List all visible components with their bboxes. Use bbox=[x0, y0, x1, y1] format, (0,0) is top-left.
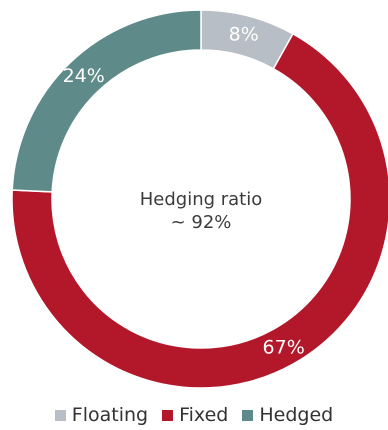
chart-legend: Floating Fixed Hedged bbox=[0, 403, 388, 427]
legend-label-hedged: Hedged bbox=[259, 404, 334, 426]
slice-label-fixed: 67% bbox=[263, 337, 305, 359]
slice-hedged bbox=[11, 9, 202, 193]
legend-item-floating: Floating bbox=[54, 403, 149, 427]
legend-swatch-fixed bbox=[162, 409, 174, 421]
slice-label-hedged: 24% bbox=[63, 65, 105, 87]
legend-label-floating: Floating bbox=[71, 404, 149, 426]
donut-slice-labels: 8% 67% 24% bbox=[63, 23, 305, 358]
legend-label-fixed: Fixed bbox=[179, 404, 229, 426]
legend-item-hedged: Hedged bbox=[242, 403, 333, 427]
slice-fixed bbox=[11, 32, 388, 389]
donut-slices bbox=[11, 9, 388, 389]
legend-swatch-floating bbox=[54, 409, 66, 421]
center-label-value: ~ 92% bbox=[171, 212, 232, 233]
legend-swatch-hedged bbox=[242, 409, 254, 421]
legend-item-fixed: Fixed bbox=[162, 403, 228, 427]
slice-label-floating: 8% bbox=[229, 23, 259, 45]
center-label-title: Hedging ratio bbox=[140, 189, 263, 210]
